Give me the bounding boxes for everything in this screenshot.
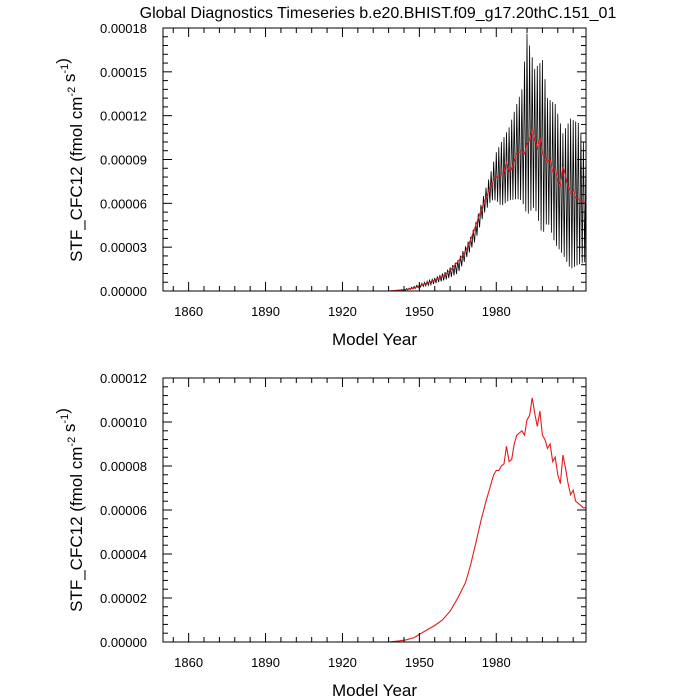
chart-1-series-monthly [163, 33, 587, 292]
chart-1-y-axis-title: STF_CFC12 (fmol cm-2 s-1) [53, 58, 86, 262]
chart-2-x-tick-label: 1890 [251, 655, 280, 670]
chart-2-series-annual-mean [163, 397, 586, 643]
chart-1-x-tick-label: 1950 [405, 304, 434, 319]
chart-2-x-tick-label: 1920 [328, 655, 357, 670]
chart-2-y-axis-title: STF_CFC12 (fmol cm-2 s-1) [53, 408, 86, 612]
chart-2-y-tick-label: 0.00000 [100, 635, 147, 650]
chart-2-x-tick-label: 1980 [482, 655, 511, 670]
chart-2-x-tick-label: 1950 [405, 655, 434, 670]
chart-2-x-axis-title: Model Year [332, 681, 417, 700]
chart-1-y-tick-label: 0.00018 [100, 21, 147, 36]
chart-2-y-tick-label: 0.00012 [100, 371, 147, 386]
chart-2-y-tick-label: 0.00010 [100, 415, 147, 430]
chart-1-x-tick-label: 1920 [328, 304, 357, 319]
chart-1-y-tick-label: 0.00003 [100, 240, 147, 255]
chart-2-y-tick-label: 0.00008 [100, 459, 147, 474]
chart-2-y-tick-label: 0.00002 [100, 591, 147, 606]
panel-top: 0.00000 0.00003 0.00006 0.00009 0.00012 0.000… [53, 21, 587, 349]
chart-1-y-tick-label: 0.00009 [100, 153, 147, 168]
chart-1-x-axis-title: Model Year [332, 330, 417, 349]
chart-2-plot-frame [162, 377, 587, 643]
chart-1-y-tick-label: 0.00015 [100, 65, 147, 80]
chart-1-y-tick-label: 0.00000 [100, 284, 147, 299]
chart-2-y-tick-label: 0.00004 [100, 547, 147, 562]
chart-1-x-tick-label: 1980 [482, 304, 511, 319]
figure-title: Global Diagnostics Timeseries b.e20.BHIS… [140, 5, 617, 22]
chart-2-y-tick-label: 0.00006 [100, 503, 147, 518]
chart-1-series-annual-mean [163, 128, 586, 292]
chart-1-y-tick-label: 0.00006 [100, 196, 147, 211]
chart-1-y-tick-label: 0.00012 [100, 109, 147, 124]
chart-1-x-tick-label: 1890 [251, 304, 280, 319]
chart-2-x-tick-label: 1860 [174, 655, 203, 670]
panel-bottom: 0.00000 0.00002 0.00004 0.00006 0.00008 0.000… [53, 371, 587, 700]
chart-1-x-tick-label: 1860 [174, 304, 203, 319]
